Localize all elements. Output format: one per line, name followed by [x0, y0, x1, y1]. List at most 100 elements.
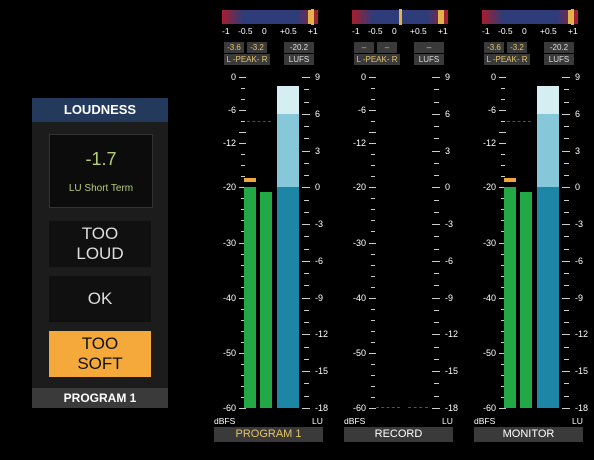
lu-tick-label: 0 [575, 182, 581, 193]
lu-tick [304, 138, 309, 140]
lu-tick-label: 9 [445, 72, 451, 82]
loudness-panel: LOUDNESS -1.7 LU Short Term TOO LOUD OK … [32, 98, 168, 408]
dbfs-tick [241, 209, 245, 211]
too-soft-button[interactable]: TOO SOFT [49, 331, 151, 377]
dbfs-tick [241, 374, 245, 376]
dbfs-tick [239, 187, 246, 189]
peak-l-value: -3.6 [224, 42, 244, 53]
dbfs-tick [371, 275, 375, 277]
too-loud-button[interactable]: TOO LOUD [49, 221, 151, 267]
dbfs-tick [501, 319, 505, 321]
dbfs-tick [369, 132, 376, 134]
dbfs-tick [499, 242, 506, 244]
dbfs-tick [241, 99, 245, 101]
peak-hold-left [504, 178, 516, 183]
lu-tick [564, 162, 569, 164]
lu-tick [432, 371, 440, 373]
lu-tick [434, 248, 439, 250]
meter-name-record[interactable]: RECORD [344, 427, 453, 442]
phase-correlation-bar [352, 9, 448, 25]
dbfs-tick [499, 187, 506, 189]
lu-tick-label: -15 [445, 366, 459, 377]
lu-tick [304, 101, 309, 103]
phase-bar-end-tick [308, 10, 314, 24]
dbfs-tick [241, 198, 245, 200]
dbfs-tick-label: -60 [352, 403, 366, 413]
lu-tick-label: 6 [315, 108, 321, 119]
peak-l-value: -3.6 [484, 42, 504, 53]
lu-tick [304, 126, 309, 128]
dbfs-tick [499, 352, 506, 354]
lu-tick-label: -12 [445, 329, 459, 340]
dbfs-tick [241, 231, 245, 233]
lu-tick-label: 0 [315, 182, 321, 193]
dbfs-tick [371, 121, 375, 123]
ok-button[interactable]: OK [49, 276, 151, 322]
lu-tick-label: -18 [445, 403, 459, 413]
dbfs-tick [501, 165, 505, 167]
phase-indicator [399, 9, 402, 25]
lu-tick [304, 211, 309, 213]
dbfs-tick [371, 253, 375, 255]
dbfs-tick-label: -12 [352, 138, 366, 149]
dbfs-tick [369, 187, 376, 189]
meter-name-monitor[interactable]: MONITOR [474, 427, 583, 442]
meter-group-0: -1 -0.5 0 +0.5 +1 -3.6 -3.2 -20.2 L -PEAK- R LUFS… [214, 0, 356, 460]
dbfs-tick-label: -30 [482, 237, 496, 248]
lufs-value: -20.2 [284, 42, 314, 53]
dbfs-tick [371, 319, 375, 321]
lu-bar-base [277, 187, 299, 408]
dbfs-tick [501, 99, 505, 101]
dbfs-tick [501, 88, 505, 90]
lu-tick [562, 224, 570, 226]
lu-tick [564, 285, 569, 287]
lu-tick [564, 273, 569, 275]
lu-tick [304, 395, 309, 397]
dbfs-tick [369, 297, 376, 299]
lu-tick [302, 260, 310, 262]
phase-scale-label: -1 [222, 26, 230, 36]
lu-tick-label: 9 [575, 72, 581, 82]
lu-tick [304, 383, 309, 385]
dbfs-tick-label: 0 [230, 72, 236, 82]
lu-tick-label: -6 [315, 255, 324, 266]
dbfs-tick-label: -6 [227, 105, 236, 116]
lu-tick [432, 187, 440, 189]
lu-tick [302, 150, 310, 152]
too-soft-label: TOO SOFT [77, 334, 123, 373]
lu-unit-label: LU [442, 416, 453, 426]
meter-name-program-1[interactable]: PROGRAM 1 [214, 427, 323, 442]
lu-bar-mid [537, 113, 559, 188]
lu-tick-label: -12 [575, 329, 589, 340]
lu-tick [562, 113, 570, 115]
dbfs-tick [371, 385, 375, 387]
dbfs-tick-label: 0 [490, 72, 496, 82]
meter-group-1: -1 -0.5 0 +0.5 +1– – – L -PEAK- R LUFS 0 -6 -12 -20-… [344, 0, 486, 460]
lu-tick-label: -9 [315, 292, 324, 303]
dbfs-tick [501, 275, 505, 277]
dbfs-tick-label: -20 [222, 182, 236, 193]
lu-tick [302, 113, 310, 115]
dbfs-tick [371, 209, 375, 211]
phase-correlation-bar [482, 9, 578, 25]
phase-scale-label: +1 [308, 26, 318, 36]
dbfs-tick-label: -40 [482, 292, 496, 303]
lu-tick [564, 395, 569, 397]
lu-tick [302, 77, 310, 78]
lu-tick-label: 3 [315, 145, 321, 156]
lu-tick [432, 150, 440, 152]
dbfs-tick-label: 0 [360, 72, 366, 82]
dbfs-tick-label: -50 [482, 347, 496, 358]
dbfs-tick [501, 121, 505, 123]
lu-bar-top [537, 85, 559, 114]
lu-tick-label: 9 [315, 72, 321, 82]
lu-tick [434, 126, 439, 128]
meter-bar-left [244, 187, 256, 408]
dbfs-unit-label: dBFS [474, 416, 496, 426]
lu-tick [432, 297, 440, 299]
lu-tick [434, 383, 439, 385]
lu-tick [562, 408, 570, 409]
lu-tick [432, 77, 440, 78]
dbfs-tick-label: -30 [352, 237, 366, 248]
